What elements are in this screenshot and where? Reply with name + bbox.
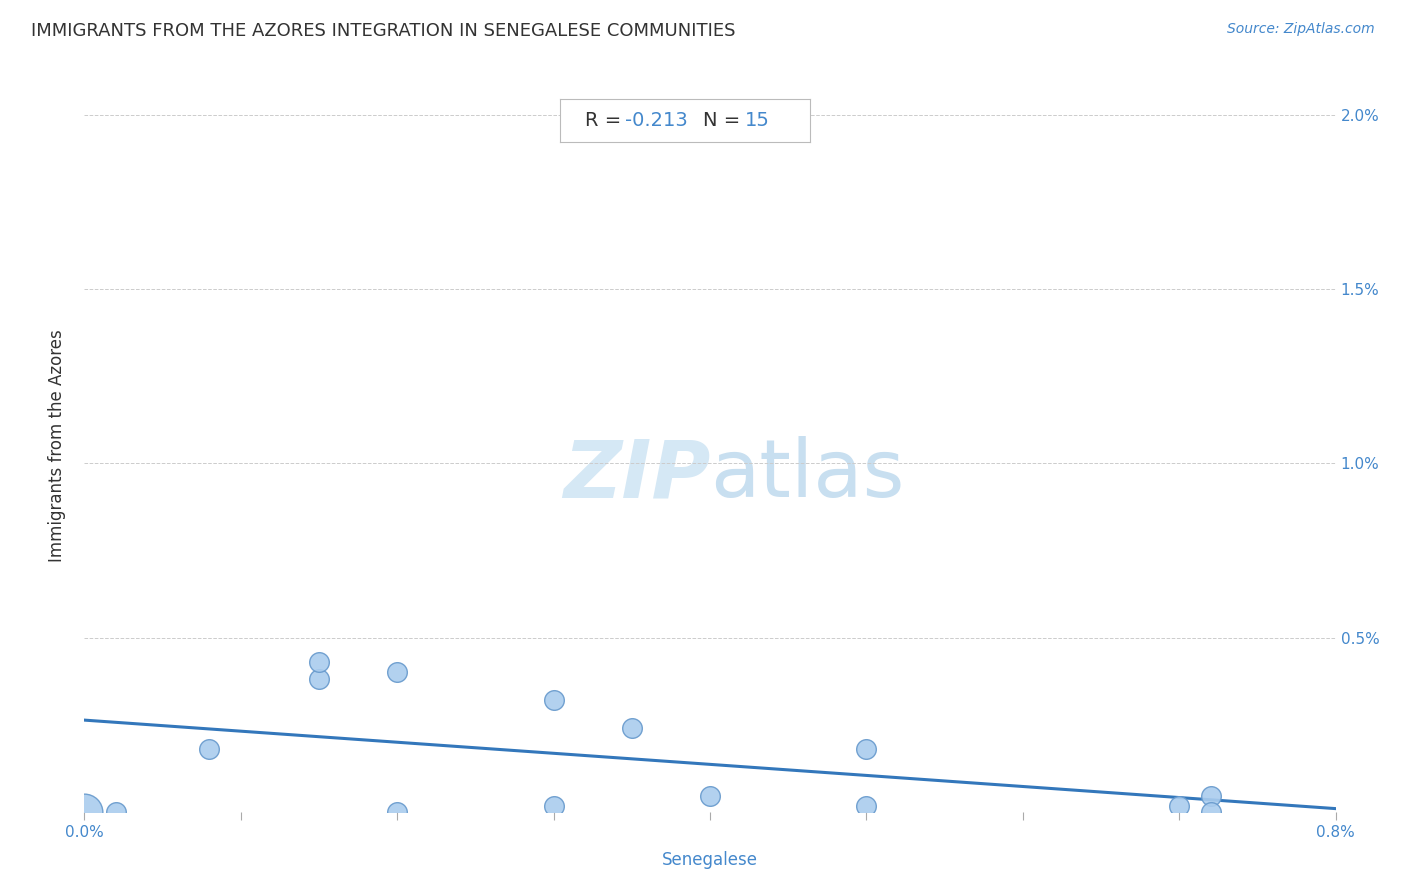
Point — [855, 799, 877, 814]
Text: 15: 15 — [745, 111, 770, 130]
Point — [308, 655, 330, 669]
Point — [385, 805, 409, 819]
Point — [699, 789, 721, 803]
Point — [198, 742, 221, 756]
Text: N =: N = — [703, 111, 747, 130]
Point — [620, 721, 643, 735]
Point — [1199, 789, 1222, 803]
X-axis label: Senegalese: Senegalese — [662, 851, 758, 869]
Point — [308, 673, 330, 687]
Point — [855, 742, 877, 756]
Text: atlas: atlas — [710, 436, 904, 515]
Text: R =: R = — [585, 111, 627, 130]
Point — [73, 805, 96, 819]
Text: IMMIGRANTS FROM THE AZORES INTEGRATION IN SENEGALESE COMMUNITIES: IMMIGRANTS FROM THE AZORES INTEGRATION I… — [31, 22, 735, 40]
Point — [385, 665, 409, 680]
Point — [104, 805, 127, 819]
Y-axis label: Immigrants from the Azores: Immigrants from the Azores — [48, 330, 66, 562]
Point — [543, 693, 565, 707]
Point — [1168, 799, 1191, 814]
Text: -0.213: -0.213 — [624, 111, 688, 130]
Point — [543, 799, 565, 814]
Text: ZIP: ZIP — [562, 436, 710, 515]
Point — [1199, 805, 1222, 819]
Text: Source: ZipAtlas.com: Source: ZipAtlas.com — [1227, 22, 1375, 37]
